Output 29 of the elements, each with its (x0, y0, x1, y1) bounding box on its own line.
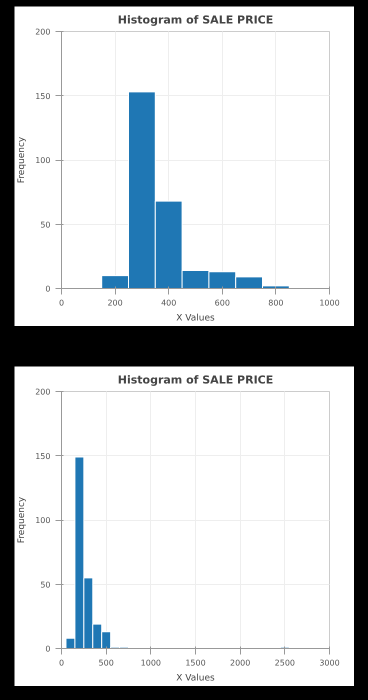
x-tick-label: 1000 (319, 298, 340, 308)
y-tick-label: 0 (45, 644, 51, 654)
y-tick-label: 100 (35, 516, 51, 525)
x-tick-label: 800 (268, 298, 284, 308)
x-tick-label: 0 (58, 298, 64, 308)
x-tick-label: 1000 (140, 658, 162, 668)
chart-title: Histogram of SALE PRICE (118, 374, 274, 386)
x-tick-label: 2500 (274, 658, 296, 668)
x-tick-label: 3000 (319, 658, 340, 668)
x-axis-title: X Values (176, 314, 216, 324)
y-axis-title: Frequency (17, 496, 28, 544)
y-tick-label: 50 (40, 580, 51, 590)
x-tick-label: 200 (107, 298, 123, 308)
y-axis-title: Frequency (17, 136, 28, 184)
x-axis-title: X Values (176, 674, 216, 684)
x-tick-label: 2000 (230, 658, 250, 668)
y-tick-label: 150 (35, 92, 51, 101)
chart-title: Histogram of SALE PRICE (118, 14, 274, 26)
x-tick-label: 0 (58, 658, 64, 668)
x-tick-label: 500 (98, 658, 114, 668)
y-tick-label: 100 (35, 156, 51, 165)
y-tick-label: 150 (35, 452, 51, 461)
y-tick-label: 200 (35, 28, 51, 36)
x-tick-label: 1500 (185, 658, 206, 668)
y-tick-label: 50 (40, 220, 51, 230)
y-tick-label: 0 (45, 284, 51, 294)
y-tick-label: 200 (35, 388, 51, 396)
x-tick-label: 400 (161, 298, 176, 308)
x-tick-label: 600 (214, 298, 230, 308)
